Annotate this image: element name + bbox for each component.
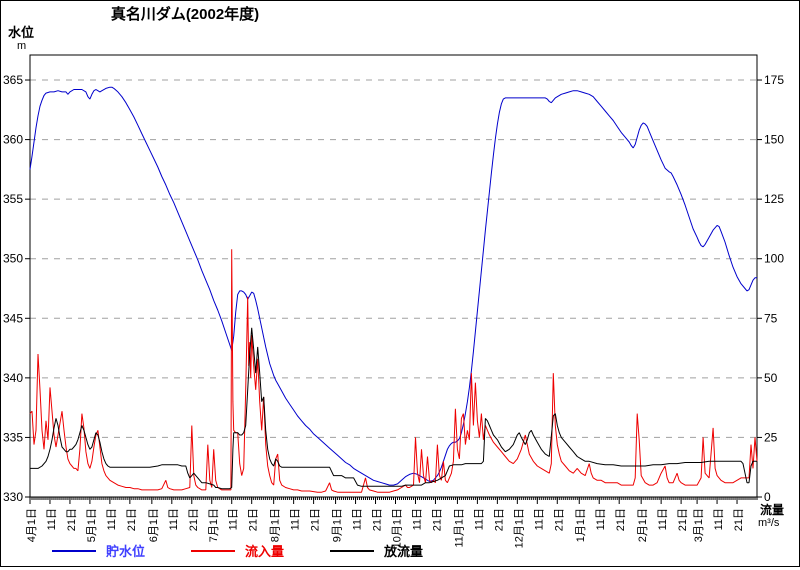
left-tick-label: 360 (3, 133, 23, 147)
x-tick-label: 21日 (493, 508, 505, 531)
left-tick-label: 365 (3, 73, 23, 87)
left-tick-label: 345 (3, 311, 23, 325)
legend: 貯水位 流入量 放流量 (52, 541, 423, 560)
left-tick-label: 335 (3, 430, 23, 444)
x-tick-label: 11日 (46, 508, 58, 530)
legend-item-outflow: 放流量 (330, 541, 423, 560)
x-tick-label: 21日 (66, 508, 78, 531)
x-tick-label: 21日 (310, 508, 322, 531)
right-tick-label: 25 (764, 430, 778, 444)
x-tick-label: 8月1日 (270, 508, 282, 542)
right-tick-label: 125 (764, 192, 784, 206)
right-tick-label: 100 (764, 252, 784, 266)
x-tick-label: 6月1日 (148, 508, 160, 542)
x-tick-label: 12月1日 (513, 508, 525, 548)
x-tick-label: 11日 (595, 508, 607, 530)
x-tick-label: 1月1日 (575, 508, 587, 542)
x-tick-label: 21日 (126, 508, 138, 531)
x-tick-label: 7月1日 (208, 508, 220, 542)
x-tick-label: 21日 (431, 508, 443, 531)
left-tick-label: 350 (3, 252, 23, 266)
right-axis-name: 流量 (760, 503, 785, 517)
x-tick-label: 11日 (473, 508, 485, 530)
x-tick-label: 11日 (228, 508, 240, 530)
x-tick-label: 21日 (248, 508, 260, 531)
x-tick-label: 21日 (733, 508, 745, 531)
x-tick-label: 3月1日 (693, 508, 705, 542)
x-tick-label: 21日 (615, 508, 627, 531)
left-tick-label: 340 (3, 371, 23, 385)
x-tick-label: 11日 (713, 508, 725, 530)
left-tick-label: 355 (3, 192, 23, 206)
x-tick-label: 21日 (677, 508, 689, 531)
right-tick-label: 0 (764, 490, 771, 504)
left-axis-name: 水位 (8, 25, 35, 40)
x-tick-label: 21日 (372, 508, 384, 531)
series-line-storage-level (29, 86, 757, 486)
legend-label-storage-level: 貯水位 (106, 544, 146, 559)
x-tick-label: 11月1日 (453, 508, 465, 548)
x-tick-label: 2月1日 (637, 508, 649, 542)
legend-label-outflow: 放流量 (384, 544, 424, 559)
legend-item-inflow: 流入量 (191, 541, 284, 560)
x-tick-label: 5月1日 (86, 508, 98, 542)
series-line-inflow (29, 249, 758, 493)
x-tick-label: 10月1日 (391, 508, 403, 548)
left-axis-title: 水位 m (8, 25, 35, 53)
x-tick-label: 9月1日 (332, 508, 344, 542)
x-tick-label: 11日 (657, 508, 669, 530)
x-tick-label: 11日 (533, 508, 545, 530)
left-axis-unit: m (17, 40, 27, 53)
legend-line-outflow (330, 549, 375, 552)
x-tick-label: 4月1日 (26, 508, 38, 542)
legend-item-storage-level: 貯水位 (52, 541, 145, 560)
plot-border (29, 54, 758, 498)
right-tick-label: 175 (764, 73, 784, 87)
legend-label-inflow: 流入量 (245, 544, 285, 559)
right-axis-unit: m³/s (758, 517, 780, 530)
left-tick-label: 330 (3, 490, 23, 504)
right-tick-label: 150 (764, 133, 784, 147)
x-tick-label: 21日 (188, 508, 200, 531)
x-tick-label: 11日 (352, 508, 364, 530)
x-tick-label: 11日 (290, 508, 302, 530)
right-axis-title: 流量 m³/s (758, 503, 785, 530)
x-tick-label: 11日 (168, 508, 180, 530)
right-tick-label: 50 (764, 371, 778, 385)
series-line-outflow (30, 327, 757, 490)
legend-line-inflow (191, 549, 236, 552)
x-tick-label: 11日 (411, 508, 423, 530)
legend-line-storage-level (52, 549, 96, 552)
x-tick-label: 11日 (106, 508, 118, 530)
right-tick-label: 75 (764, 311, 778, 325)
chart-title: 真名川ダム(2002年度) (110, 6, 260, 23)
x-tick-label: 21日 (553, 508, 565, 531)
